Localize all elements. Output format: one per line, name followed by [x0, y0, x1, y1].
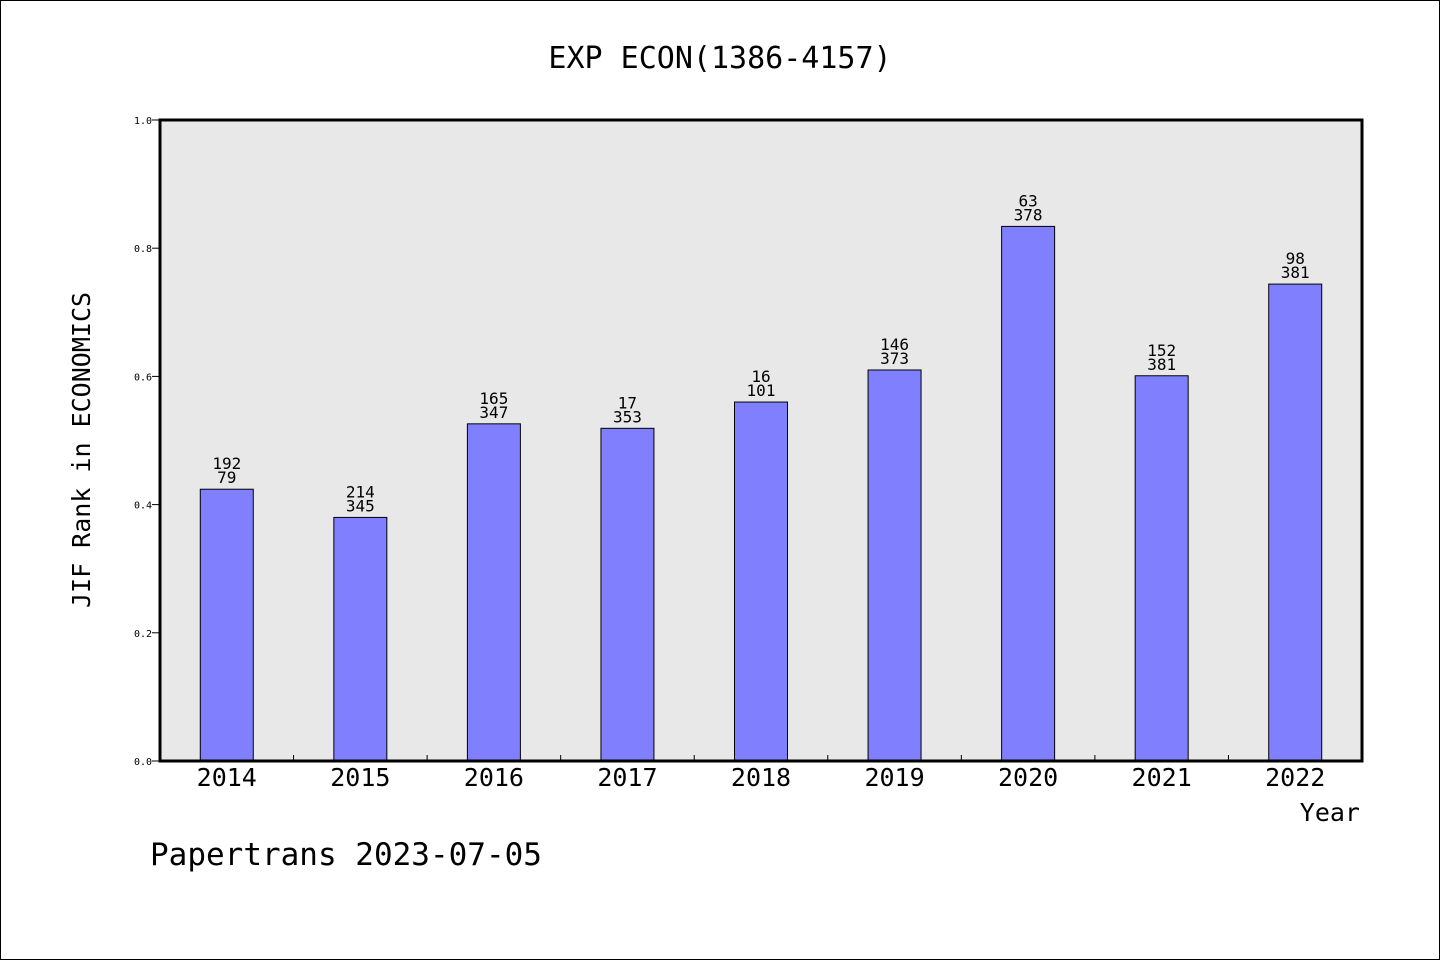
bar-label-bottom-2019: 373 [880, 349, 909, 368]
x-tick-label-2021: 2021 [1132, 763, 1192, 792]
y-axis: 0.0 0.2 0.4 0.6 0.8 1.0 [134, 116, 160, 768]
y-axis-label: JIF Rank in ECONOMICS [67, 292, 96, 608]
bar-2019 [867, 369, 922, 762]
bar-label-bottom-2018: 101 [747, 381, 776, 400]
bar-2014 [199, 488, 254, 762]
bar-label-bottom-2022: 381 [1281, 263, 1310, 282]
bar-label-top-2014: 192 [212, 454, 241, 473]
y-tick-label: 0.4 [134, 501, 152, 512]
bar-label-bottom-2014: 79 [217, 468, 236, 487]
bar-label-bottom-2021: 381 [1147, 355, 1176, 374]
y-tick-label: 0.6 [134, 372, 152, 383]
x-tick-label-2015: 2015 [330, 763, 390, 792]
bar-2016 [466, 423, 521, 762]
x-tick-label-2022: 2022 [1265, 763, 1325, 792]
bar-label-bottom-2016: 347 [479, 403, 508, 422]
y-tick-label: 1.0 [134, 116, 152, 127]
bar-label-bottom-2015: 345 [346, 496, 375, 515]
footer-credit: Papertrans 2023-07-05 [150, 837, 542, 873]
bar-label-top-2020: 63 [1018, 191, 1037, 210]
bar-label-top-2018: 16 [751, 367, 770, 386]
bar-label-top-2017: 17 [618, 393, 637, 412]
chart-title: EXP ECON(1386-4157) [548, 41, 891, 76]
y-tick-label: 0.8 [134, 244, 152, 255]
x-tick-label-2014: 2014 [197, 763, 257, 792]
bar-label-bottom-2020: 378 [1014, 205, 1043, 224]
x-tick-label-2016: 2016 [464, 763, 524, 792]
x-axis-label: Year [1300, 798, 1360, 827]
bar-label-top-2016: 165 [479, 389, 508, 408]
bar-label-top-2022: 98 [1286, 249, 1305, 268]
x-tick-label-2018: 2018 [731, 763, 791, 792]
bars-group [199, 225, 1323, 762]
bar-label-top-2015: 214 [346, 482, 375, 501]
bar-2022 [1268, 283, 1323, 762]
bar-2018 [734, 401, 788, 762]
bar-label-top-2019: 146 [880, 335, 909, 354]
bar-2015 [333, 516, 388, 762]
bar-2020 [1001, 225, 1056, 762]
x-tick-label-2019: 2019 [864, 763, 924, 792]
bar-2021 [1134, 375, 1189, 762]
x-tick-label-2020: 2020 [998, 763, 1058, 792]
bar-label-top-2021: 152 [1147, 341, 1176, 360]
bar-2017 [600, 427, 655, 762]
y-tick-label: 0.2 [134, 629, 152, 640]
y-tick-label: 0.0 [134, 757, 152, 768]
plot-border [158, 118, 1364, 763]
x-tick-label-2017: 2017 [597, 763, 657, 792]
x-axis: 2014 2015 2016 2017 2018 2019 2020 2021 2022 [197, 755, 1325, 792]
bar-label-bottom-2017: 353 [613, 407, 642, 426]
